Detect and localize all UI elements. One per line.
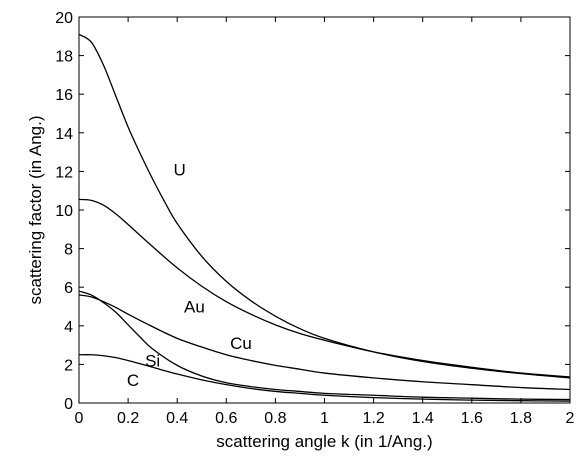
y-axis-label: scattering factor (in Ang.): [26, 116, 45, 305]
series-line-au: [78, 198, 571, 378]
tick-labels-layer: 0 0.2 0.4 0.6 0.8 1 1.2 1.4 1.6 1.8 20246810121416…: [55, 10, 574, 427]
series-label-si: Si: [145, 352, 160, 371]
plot-frame: [78, 16, 571, 404]
y-tick-label: 6: [64, 280, 73, 297]
y-tick-label: 20: [55, 10, 73, 27]
x-tick-label: 1.2: [362, 410, 384, 427]
series-layer: [78, 33, 571, 402]
x-tick-label: 0.6: [215, 410, 237, 427]
y-tick-label: 12: [55, 164, 73, 181]
series-line-cu: [78, 294, 571, 391]
ticks-layer: [78, 16, 571, 404]
y-tick-label: 10: [55, 203, 73, 220]
y-tick-label: 8: [64, 242, 73, 259]
x-axis-label: scattering angle k (in 1/Ang.): [216, 432, 432, 451]
y-tick-label: 0: [64, 396, 73, 413]
y-tick-label: 14: [55, 126, 73, 143]
x-tick-label: 0.2: [117, 410, 139, 427]
y-tick-label: 18: [55, 49, 73, 66]
x-tick-label: 0.8: [264, 410, 286, 427]
series-label-c: C: [127, 371, 139, 390]
curve-labels-layer: U Au Cu Si C: [127, 160, 252, 389]
series-label-u: U: [174, 160, 186, 179]
series-label-cu: Cu: [230, 334, 252, 353]
series-line-si: [78, 290, 571, 401]
series-line-u: [78, 33, 571, 379]
x-tick-label: 0.4: [166, 410, 188, 427]
x-tick-label: 1.4: [412, 410, 434, 427]
x-tick-label: 1.8: [510, 410, 532, 427]
series-label-au: Au: [184, 298, 205, 317]
y-tick-label: 16: [55, 87, 73, 104]
x-tick-label: 2: [566, 410, 575, 427]
x-tick-label: 1.6: [461, 410, 483, 427]
x-tick-label: 1: [320, 410, 329, 427]
x-tick-label: 0: [75, 410, 84, 427]
series-line-c: [78, 354, 571, 402]
y-tick-label: 4: [64, 319, 73, 336]
y-tick-label: 2: [64, 357, 73, 374]
